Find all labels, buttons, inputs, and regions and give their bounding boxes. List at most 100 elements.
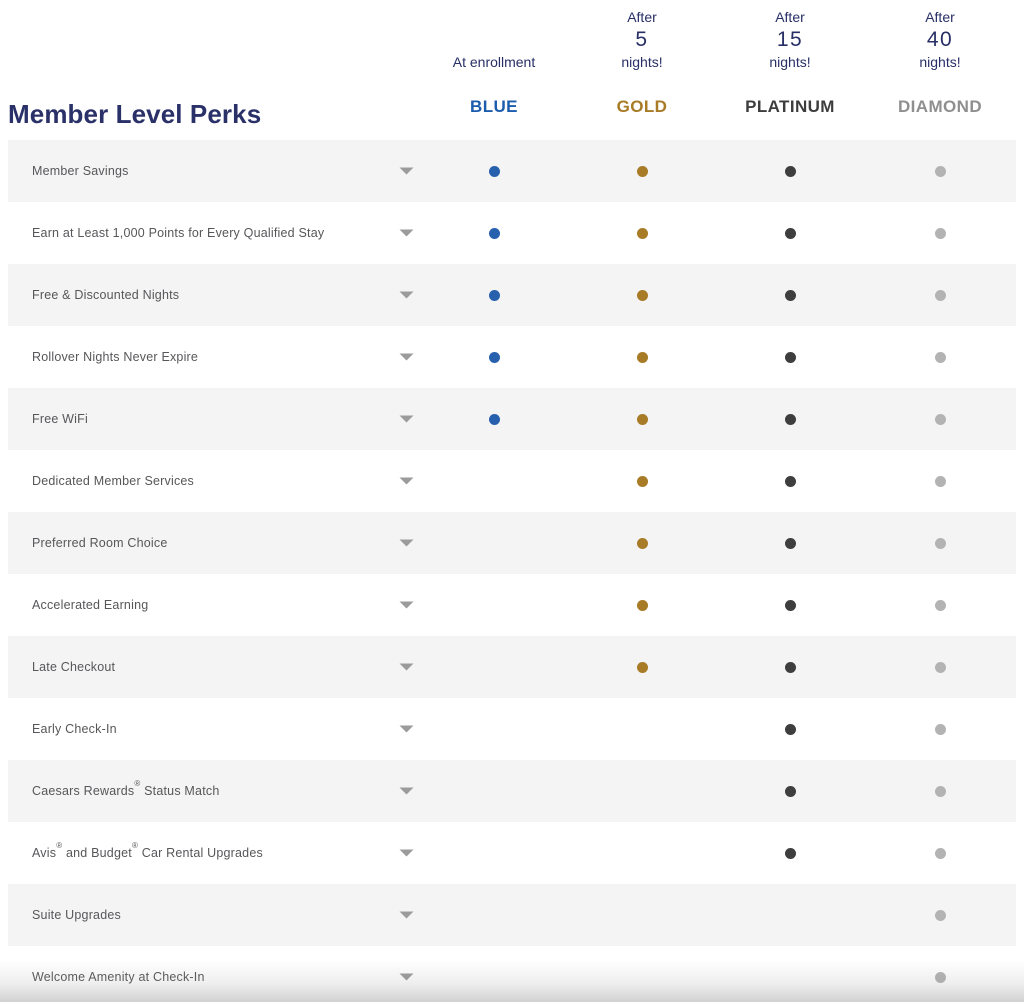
perk-dot-gold (636, 599, 648, 611)
perk-dot-blue (488, 227, 500, 239)
perk-expander-button[interactable] (364, 822, 420, 884)
perk-dot-diamond (934, 785, 946, 797)
chevron-down-icon (399, 477, 414, 485)
perk-dot-blue (488, 351, 500, 363)
perk-dot-platinum (784, 227, 796, 239)
perk-cell-platinum (716, 388, 864, 450)
perk-expander-button[interactable] (364, 574, 420, 636)
perk-label-cell: Rollover Nights Never Expire (8, 326, 364, 388)
perk-cell-blue (420, 760, 568, 822)
chevron-down-icon (399, 973, 414, 981)
chevron-down-icon (399, 229, 414, 237)
perk-dot-diamond (934, 537, 946, 549)
perk-cell-blue (420, 574, 568, 636)
perk-row: Free WiFi (8, 388, 1016, 450)
perk-expander-button[interactable] (364, 388, 420, 450)
perk-dot-platinum (784, 413, 796, 425)
chevron-down-icon (399, 167, 414, 175)
perk-expander-button[interactable] (364, 450, 420, 512)
perk-cell-platinum (716, 884, 864, 946)
perk-dot-blue (488, 413, 500, 425)
qualifier-line-top: After (627, 9, 657, 25)
perk-label-cell: Welcome Amenity at Check-In (8, 946, 364, 1008)
perk-cell-diamond (864, 512, 1016, 574)
tier-qualifier: After 40 nights! (919, 8, 960, 72)
chevron-down-icon (399, 601, 414, 609)
perk-row: Member Savings (8, 140, 1016, 202)
qualifier-night-count: 40 (926, 28, 954, 51)
perk-cell-gold (568, 574, 716, 636)
perk-cell-gold (568, 264, 716, 326)
perk-dot-platinum (784, 289, 796, 301)
perk-cell-platinum (716, 636, 864, 698)
perk-dot-platinum (784, 475, 796, 487)
perk-cell-diamond (864, 946, 1016, 1008)
perk-dot-diamond (934, 847, 946, 859)
chevron-down-icon (399, 415, 414, 423)
perk-dot-gold (636, 475, 648, 487)
perk-cell-diamond (864, 326, 1016, 388)
perk-dot-gold (636, 289, 648, 301)
perk-row: Avis® and Budget® Car Rental Upgrades (8, 822, 1016, 884)
perk-expander-button[interactable] (364, 264, 420, 326)
perk-expander-button[interactable] (364, 884, 420, 946)
tier-name-platinum: PLATINUM (745, 97, 835, 116)
perk-label: Caesars Rewards® Status Match (32, 778, 220, 798)
perk-dot-platinum (784, 599, 796, 611)
perk-label-cell: Accelerated Earning (8, 574, 364, 636)
qualifier-line-bottom: nights! (919, 54, 961, 70)
perk-row: Caesars Rewards® Status Match (8, 760, 1016, 822)
perk-dot-gold (636, 413, 648, 425)
chevron-down-icon (399, 911, 414, 919)
perk-dot-gold (636, 227, 648, 239)
perk-row: Accelerated Earning (8, 574, 1016, 636)
perk-cell-diamond (864, 822, 1016, 884)
perk-expander-button[interactable] (364, 202, 420, 264)
perk-dot-blue (488, 165, 500, 177)
chevron-down-icon (399, 849, 414, 857)
perk-expander-button[interactable] (364, 140, 420, 202)
qualifier-line-top: After (925, 9, 955, 25)
perk-dot-platinum (784, 785, 796, 797)
perk-expander-button[interactable] (364, 326, 420, 388)
perk-dot-diamond (934, 723, 946, 735)
perk-expander-button[interactable] (364, 636, 420, 698)
chevron-down-icon (399, 353, 414, 361)
tier-name-diamond: DIAMOND (897, 97, 982, 116)
perk-expander-button[interactable] (364, 946, 420, 1008)
perk-expander-button[interactable] (364, 760, 420, 822)
perk-dot-platinum (784, 351, 796, 363)
qualifier-night-count: 15 (776, 28, 804, 51)
tier-qualifier: At enrollment (453, 8, 535, 72)
perk-cell-blue (420, 946, 568, 1008)
perk-row: Suite Upgrades (8, 884, 1016, 946)
perk-label-cell: Earn at Least 1,000 Points for Every Qua… (8, 202, 364, 264)
tier-column-header-gold: After 5 nights! GOLD (568, 0, 716, 140)
perk-cell-blue (420, 450, 568, 512)
perk-expander-button[interactable] (364, 698, 420, 760)
tier-qualifier: After 5 nights! (621, 8, 662, 72)
perk-row: Welcome Amenity at Check-In (8, 946, 1016, 1008)
perk-cell-platinum (716, 822, 864, 884)
perk-cell-diamond (864, 884, 1016, 946)
perk-cell-blue (420, 202, 568, 264)
perk-cell-blue (420, 884, 568, 946)
perk-label: Avis® and Budget® Car Rental Upgrades (32, 840, 263, 860)
perk-row: Rollover Nights Never Expire (8, 326, 1016, 388)
perk-row: Preferred Room Choice (8, 512, 1016, 574)
tier-column-header-blue: At enrollment BLUE (420, 0, 568, 140)
perk-cell-platinum (716, 946, 864, 1008)
perk-cell-blue (420, 512, 568, 574)
perk-cell-diamond (864, 388, 1016, 450)
perk-expander-button[interactable] (364, 512, 420, 574)
perk-dot-diamond (934, 909, 946, 921)
qualifier-night-count: 5 (635, 28, 649, 51)
perk-dot-gold (636, 537, 648, 549)
perk-label: Preferred Room Choice (32, 535, 168, 550)
perk-dot-gold (636, 351, 648, 363)
title-cell: Member Level Perks (8, 0, 364, 140)
perk-dot-diamond (934, 971, 946, 983)
perk-cell-diamond (864, 450, 1016, 512)
chevron-down-icon (399, 539, 414, 547)
